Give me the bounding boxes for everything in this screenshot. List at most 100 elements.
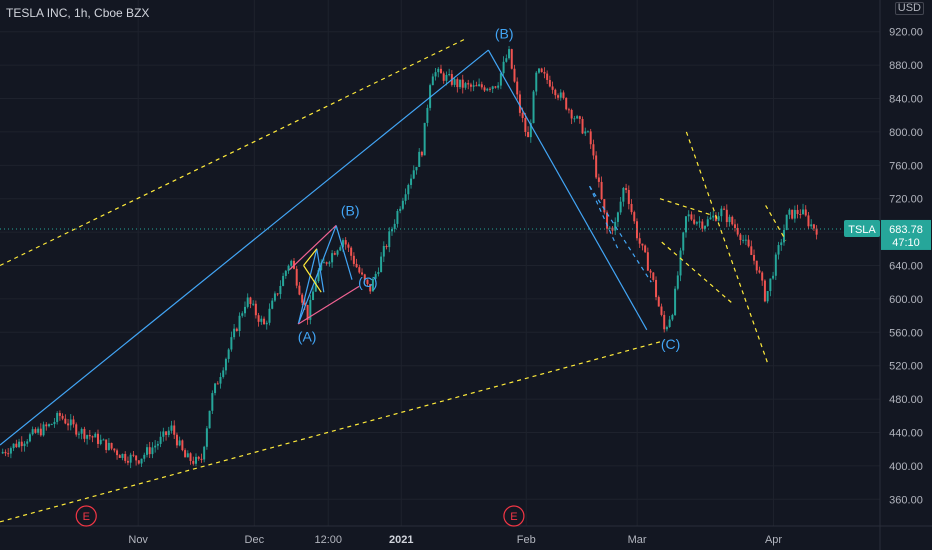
wedge-upper-line [659,198,713,216]
candle-body [521,112,524,119]
yellow-small-2 [303,265,322,293]
candle-body [614,221,617,231]
candle-body [646,252,649,271]
candle-body [567,109,570,111]
earnings-badge: E [75,505,97,527]
candle-body [382,245,385,257]
candle-body [116,450,119,456]
candle-body [753,254,756,261]
candle-body [137,460,140,464]
candle-body [235,328,238,331]
candle-body [758,270,761,273]
candle-body [203,446,206,460]
y-tick-label: 440.00 [889,427,923,439]
candle-body [502,61,505,74]
candle-body [290,260,293,266]
candle-body [344,240,347,245]
candle-body [276,293,279,295]
candle-body [627,189,630,204]
candle-body [75,424,78,435]
candle-body [197,456,200,459]
x-tick-label: Feb [517,534,536,546]
candle-body [543,72,546,74]
candle-body [565,97,568,110]
candle-body [733,224,736,228]
candle-body [94,433,97,438]
candle-body [679,250,682,276]
candle-body [118,455,121,458]
candle-body [227,349,230,359]
candle-body [649,270,652,273]
candle-body [655,279,658,298]
candle-body [4,451,7,454]
candle-body [189,453,192,461]
candle-body [352,255,355,264]
candle-body [652,272,655,280]
candle-body [478,84,481,87]
candle-body [388,231,391,248]
candle-body [704,225,707,229]
candle-body [132,454,135,456]
x-tick-label: Dec [245,534,265,546]
candle-body [355,263,358,268]
y-tick-label: 640.00 [889,261,923,273]
countdown-text: 47:10 [892,237,920,249]
candle-body [47,424,50,427]
y-tick-label: 600.00 [889,294,923,306]
candle-body [657,297,660,307]
candle-body [298,285,301,295]
candle-body [96,433,99,444]
candle-body [682,232,685,251]
candle-body [706,219,709,226]
candle-body [317,270,320,282]
candle-body [698,221,701,223]
candle-body [42,424,45,436]
candle-body [720,208,723,217]
candle-body [173,425,176,435]
candle-body [744,239,747,241]
candle-body [325,262,328,264]
candle-body [589,131,592,145]
currency-label[interactable]: USD [894,2,924,15]
candle-body [494,86,497,88]
candle-body [788,209,791,215]
x-tick-label: Nov [128,534,148,546]
y-tick-label: 720.00 [889,194,923,206]
candle-body [260,318,263,322]
candle-body [597,177,600,182]
candle-body [497,85,500,88]
candle-body [320,262,323,271]
small-wave-inner-1 [297,248,318,325]
candle-body [676,275,679,289]
wave-line-0-b [0,49,489,446]
y-tick-label: 400.00 [889,461,923,473]
x-tick-label: Mar [628,534,647,546]
candle-body [279,285,282,295]
candle-body [467,83,470,85]
wave-label: (B) [495,25,514,41]
candle-body [322,262,325,264]
candle-body [135,455,138,461]
candle-body [799,214,802,216]
candle-body [456,79,459,88]
wave-label: (C) [358,274,377,290]
candle-body [524,118,527,132]
candle-body [641,243,644,246]
candle-body [586,131,589,133]
candle-body [110,442,113,449]
candle-body [510,49,513,69]
candle-body [491,86,494,90]
candle-body [728,216,731,223]
candle-body [445,74,448,81]
candle-body [404,194,407,201]
candle-body [638,238,641,244]
candle-body [695,222,698,224]
candle-body [69,419,72,426]
candle-body [249,297,252,305]
candle-body [793,209,796,219]
candle-body [431,76,434,86]
candle-body [731,216,734,225]
candle-body [341,240,344,248]
